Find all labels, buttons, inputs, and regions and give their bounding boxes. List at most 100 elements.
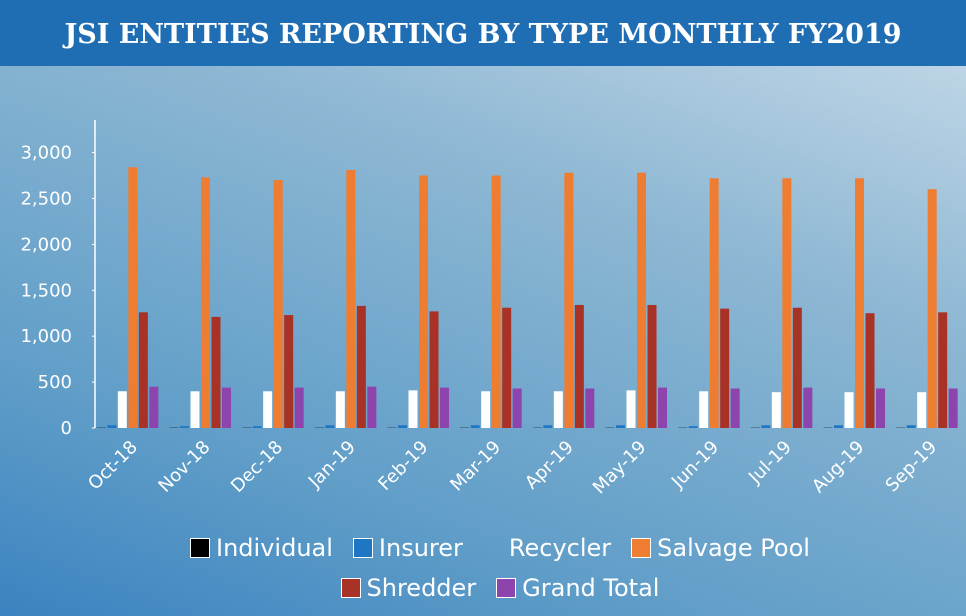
bar <box>616 425 625 428</box>
legend-item: Salvage Pool <box>631 534 810 562</box>
legend-item: Grand Total <box>496 574 659 602</box>
bar <box>844 392 854 428</box>
bar <box>201 177 210 428</box>
legend-item: Individual <box>190 534 333 562</box>
bar <box>927 189 937 428</box>
bar <box>440 387 449 428</box>
bar <box>803 387 813 428</box>
x-tick-label: Aug-19 <box>808 437 868 497</box>
y-tick-label: 0 <box>61 418 72 439</box>
legend-label: Shredder <box>366 574 477 602</box>
x-tick-label: Jan-19 <box>304 437 360 493</box>
x-tick-label: Oct-18 <box>84 437 142 495</box>
bar <box>429 311 439 428</box>
bar <box>834 425 843 428</box>
bar <box>470 425 480 428</box>
bar <box>252 426 262 428</box>
x-tick-label: Dec-18 <box>227 437 287 497</box>
legend-swatch <box>496 578 517 598</box>
bar <box>647 304 657 428</box>
legend-label: Grand Total <box>522 574 660 602</box>
legend-item: Shredder <box>340 574 477 602</box>
bar <box>346 169 356 428</box>
x-tick-label: Apr-19 <box>521 437 578 494</box>
bar <box>128 167 138 428</box>
bar <box>761 425 771 428</box>
bar <box>117 391 127 428</box>
bar <box>138 312 148 428</box>
legend-swatch <box>631 538 652 558</box>
bar <box>512 388 522 428</box>
legend-swatch <box>190 538 211 558</box>
bar <box>222 387 231 428</box>
bar <box>263 391 273 428</box>
bar <box>564 172 574 428</box>
y-tick-label: 1,000 <box>20 326 72 347</box>
bar <box>294 387 304 428</box>
legend-swatch <box>340 578 361 598</box>
legend-swatch <box>352 538 373 558</box>
bar <box>876 388 885 428</box>
bar <box>637 172 646 428</box>
bar <box>626 390 636 428</box>
bar <box>356 305 366 428</box>
y-tick-label: 500 <box>38 372 72 393</box>
legend-item: Insurer <box>352 534 463 562</box>
y-tick-label: 3,000 <box>20 143 72 164</box>
bar <box>720 308 730 428</box>
bar <box>938 312 948 428</box>
x-tick-label: Jun-19 <box>667 437 723 493</box>
x-tick-label: Nov-18 <box>154 437 214 497</box>
legend-label: Salvage Pool <box>657 534 810 562</box>
legend-item: Recycler <box>483 534 611 562</box>
bar <box>699 391 709 428</box>
x-tick-label: May-19 <box>589 437 651 499</box>
bar <box>491 175 501 428</box>
bar <box>553 391 563 428</box>
bar <box>335 391 345 428</box>
legend-label: Recycler <box>508 534 612 562</box>
bar <box>180 426 189 428</box>
bar <box>948 388 958 428</box>
bar <box>273 180 283 428</box>
bar <box>782 178 792 428</box>
bar <box>190 391 200 428</box>
x-tick-label: Mar-19 <box>446 437 505 496</box>
bar <box>792 307 802 428</box>
bar <box>574 304 584 428</box>
chart-title: JSI ENTITIES REPORTING BY TYPE MONTHLY F… <box>0 0 966 66</box>
bar <box>855 178 864 428</box>
bar <box>107 425 117 428</box>
bar <box>771 392 781 428</box>
legend-label: Insurer <box>378 534 463 562</box>
bar <box>367 386 377 428</box>
bar <box>543 425 553 428</box>
x-tick-label: Jul-19 <box>744 437 796 489</box>
bar <box>865 313 875 428</box>
bar <box>658 387 667 428</box>
bar <box>419 175 428 428</box>
bar <box>917 392 927 428</box>
bar <box>149 386 159 428</box>
legend-swatch <box>483 538 503 558</box>
bar <box>906 425 916 428</box>
bar <box>481 391 491 428</box>
bar <box>408 390 418 428</box>
bar <box>502 307 512 428</box>
y-tick-label: 2,000 <box>20 234 72 255</box>
x-tick-label: Feb-19 <box>374 437 432 495</box>
bar <box>211 316 221 428</box>
bar <box>730 388 740 428</box>
bar <box>398 425 407 428</box>
x-tick-label: Sep-19 <box>882 437 942 497</box>
bar <box>709 178 719 428</box>
bar <box>688 426 698 428</box>
y-tick-label: 1,500 <box>20 280 72 301</box>
legend: Individual Insurer Recycler Salvage Pool Shr… <box>120 534 880 602</box>
bar <box>325 425 335 428</box>
y-tick-label: 2,500 <box>20 188 72 209</box>
legend-label: Individual <box>216 534 333 562</box>
bar <box>585 388 595 428</box>
